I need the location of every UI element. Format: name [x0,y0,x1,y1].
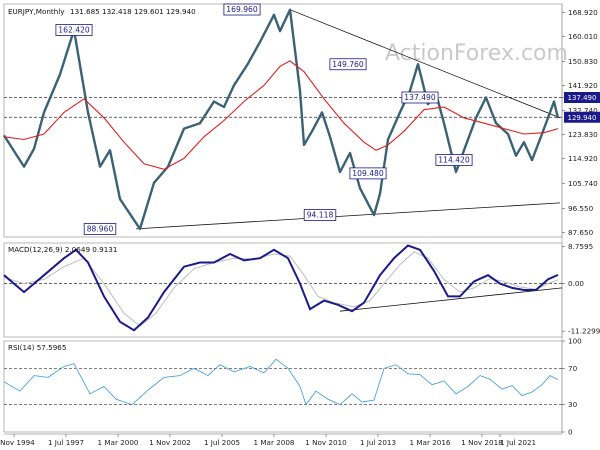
watermark: ActionForex.com [385,41,568,66]
x-tick-label: 1 Mar 2016 [410,438,451,447]
price-series-line [2,8,560,231]
x-tick-label: 1 Nov 2010 [305,438,347,447]
price-annotation-box [401,91,439,104]
x-tick-label: 1 Jul 2005 [204,438,240,447]
price-y-tick-label: 141.920 [568,81,598,90]
price-annotation-label: 149.760 [332,60,364,69]
price-annotation-label: 114.420 [438,156,470,165]
x-tick-label: 1 Jul 1997 [48,438,84,447]
rsi-line [3,358,559,406]
price-y-tick-label: 160.010 [568,32,598,41]
price-ohlc-readout: 131.685 132.418 129.601 129.940 [70,7,196,16]
price-annotation-box [83,223,117,235]
price-rising-trend-line [135,202,561,230]
price-annotation-label: 109.480 [352,169,384,178]
macd-y-tick-label: 8.7595 [568,242,593,251]
price-annotation-box [223,3,261,16]
x-tick-label: 1 Mar 2000 [98,438,139,447]
resistance-tag-label: 137.490 [568,94,597,102]
price-annotation-box [55,24,93,36]
macd-y-tick-label: -11.2299 [568,327,600,336]
price-y-tick-label: 87.650 [568,228,594,237]
price-panel-frame [3,3,563,238]
price-annotation-box [435,154,473,166]
price-annotation-box [349,167,387,180]
price-annotation-box [329,58,367,71]
macd-panel-title: MACD(12,26,9) 2.0649 0.9131 [8,245,117,254]
x-tick-label: 1 Nov 2018 [461,438,503,447]
x-tick-label: 1 Mar 2008 [254,438,295,447]
x-tick-label: 1 Jul 2013 [360,438,396,447]
price-panel-title: EURJPY,Monthly [8,7,65,16]
macd-signal-line [3,251,559,327]
price-annotation-label: 88.960 [87,224,114,233]
price-annotation-label: 169.960 [226,5,258,14]
price-y-tick-label: 105.740 [568,179,598,188]
price-falling-trend-line [289,9,561,119]
last-price-tag-label: 129.940 [568,114,597,122]
x-tick-label: 1 Nov 2002 [149,438,190,447]
price-y-tick-label: 168.920 [568,8,598,17]
macd-trend-line [339,287,563,312]
price-annotation-label: 162.420 [58,25,90,34]
last-price-tag [564,111,600,123]
price-y-tick-label: 114.920 [568,154,598,163]
macd-y-tick-label: 0.00 [568,279,584,288]
x-tick-label: 1 Jul 2021 [500,438,536,447]
price-annotation-label: 94.118 [307,211,334,220]
rsi-y-tick-label: 30 [568,400,578,409]
moving-average-line [3,60,559,170]
x-tick-label: 1 Nov 1994 [0,438,35,447]
rsi-y-tick-label: 0 [568,428,573,437]
price-y-tick-label: 150.830 [568,57,598,66]
price-annotation-label: 137.490 [404,93,436,102]
price-y-tick-label: 123.830 [568,130,598,139]
price-y-tick-label: 96.550 [568,204,594,213]
macd-panel-frame [3,242,563,338]
rsi-panel-frame [3,340,563,433]
price-annotation-box [303,209,337,221]
rsi-y-tick-label: 100 [568,337,582,346]
macd-line [3,244,559,332]
rsi-panel-title: RSI(14) 57.5965 [8,343,66,352]
price-y-tick-label: 132.740 [568,106,598,115]
rsi-y-tick-label: 70 [568,364,578,373]
resistance-tag [564,91,600,103]
